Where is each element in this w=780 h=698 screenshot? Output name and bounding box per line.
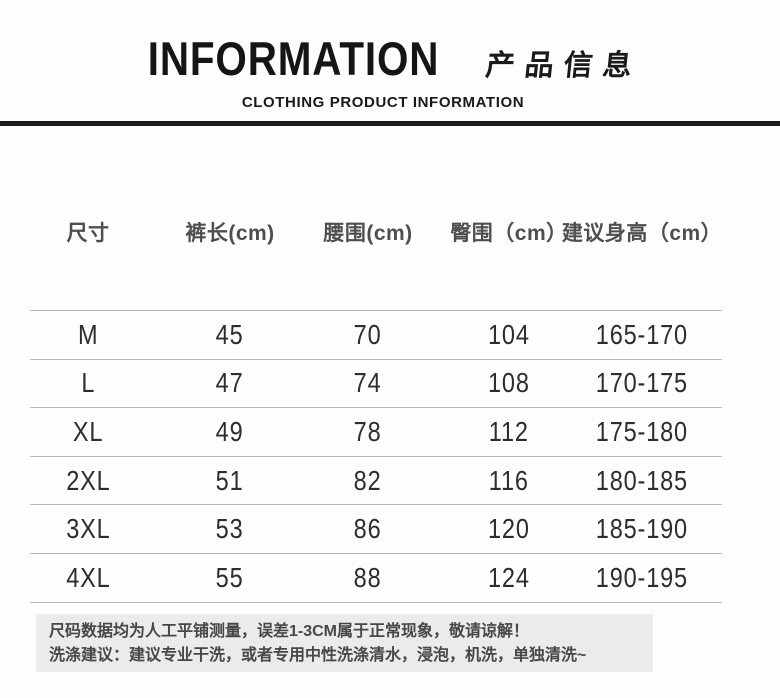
cell-height-range: 185-190 bbox=[595, 513, 689, 545]
table-row: XL 49 78 112 175-180 bbox=[30, 407, 722, 456]
cell-waist: 70 bbox=[354, 318, 382, 350]
note-measurement-tolerance: 尺码数据均为人工平铺测量，误差1-3CM属于正常现象，敬请谅解！ bbox=[49, 623, 530, 640]
cell-hip: 108 bbox=[488, 367, 530, 399]
cell-hip: 104 bbox=[488, 318, 530, 350]
col-header-height: 建议身高（cm） bbox=[561, 222, 723, 245]
cell-pants-length: 47 bbox=[216, 367, 244, 399]
cell-size: L bbox=[81, 367, 95, 399]
col-header-size: 尺寸 bbox=[66, 222, 110, 245]
cell-waist: 82 bbox=[354, 464, 382, 496]
table-row: 2XL 51 82 116 180-185 bbox=[30, 455, 722, 505]
cell-height-range: 175-180 bbox=[595, 415, 689, 447]
cell-pants-length: 51 bbox=[216, 464, 244, 496]
cell-hip: 124 bbox=[488, 561, 530, 593]
cell-pants-length: 55 bbox=[216, 561, 244, 593]
cell-size: M bbox=[77, 318, 99, 350]
page-title: INFORMATION bbox=[148, 32, 440, 85]
cell-size: 4XL bbox=[65, 561, 111, 593]
table-row: L 47 74 108 170-175 bbox=[30, 358, 722, 408]
cell-size: 3XL bbox=[65, 513, 111, 545]
note-washing-advice: 洗涤建议：建议专业干洗，或者专用中性洗涤清水，浸泡，机洗，单独清洗~ bbox=[49, 647, 587, 664]
table-row: M 45 70 104 165-170 bbox=[30, 310, 722, 359]
cell-waist: 86 bbox=[354, 513, 382, 545]
page-subtitle: CLOTHING PRODUCT INFORMATION bbox=[241, 94, 525, 111]
size-chart-table: M 45 70 104 165-170 L 47 74 108 170-175 … bbox=[30, 310, 722, 603]
cell-height-range: 180-185 bbox=[595, 464, 689, 496]
cell-waist: 78 bbox=[354, 415, 382, 447]
page-title-chinese: 产品信息 bbox=[483, 50, 643, 82]
col-header-pants-length: 裤长(cm) bbox=[185, 222, 275, 245]
notes-box: 尺码数据均为人工平铺测量，误差1-3CM属于正常现象，敬请谅解！ 洗涤建议：建议… bbox=[36, 614, 653, 672]
col-header-hip: 臀围（cm） bbox=[450, 222, 568, 245]
cell-size: 2XL bbox=[65, 464, 111, 496]
cell-height-range: 165-170 bbox=[595, 318, 689, 350]
page-header: INFORMATION 产品信息 bbox=[0, 33, 780, 85]
cell-hip: 120 bbox=[488, 513, 530, 545]
table-header-row: 尺寸 裤长(cm) 腰围(cm) 臀围（cm） 建议身高（cm） bbox=[30, 212, 722, 252]
cell-size: XL bbox=[72, 415, 104, 447]
table-row: 3XL 53 86 120 185-190 bbox=[30, 504, 722, 553]
cell-hip: 112 bbox=[488, 415, 530, 447]
cell-waist: 74 bbox=[354, 367, 382, 399]
cell-waist: 88 bbox=[354, 561, 382, 593]
cell-hip: 116 bbox=[488, 464, 530, 496]
table-row: 4XL 55 88 124 190-195 bbox=[30, 552, 722, 602]
cell-pants-length: 45 bbox=[216, 318, 244, 350]
cell-height-range: 170-175 bbox=[595, 367, 689, 399]
cell-pants-length: 49 bbox=[216, 415, 244, 447]
cell-pants-length: 53 bbox=[216, 513, 244, 545]
header-divider-rule bbox=[0, 121, 780, 126]
cell-height-range: 190-195 bbox=[595, 561, 689, 593]
col-header-waist: 腰围(cm) bbox=[323, 222, 413, 245]
